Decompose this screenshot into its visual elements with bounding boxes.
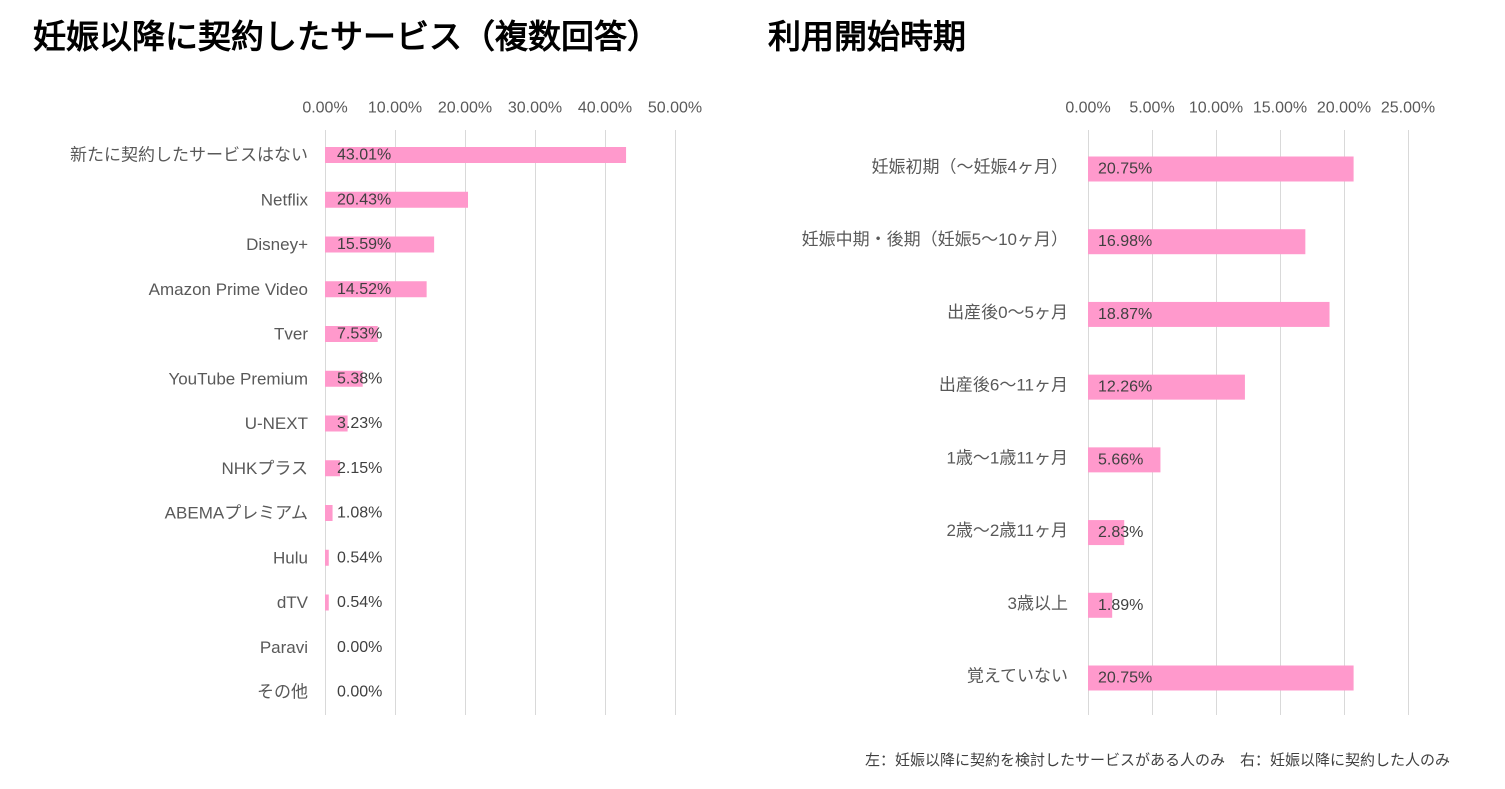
services-gridlines: 0.00% 10.00% 20.00% 30.00% 40.00% 50.00% [302,100,702,715]
services-data-label: 0.54% [337,549,382,566]
services-category-label: NHKプラス [221,459,308,478]
timing-data-label: 5.66% [1098,451,1143,468]
timing-x-tick-label: 15.00% [1253,100,1307,117]
timing-data-label: 16.98% [1098,233,1152,250]
services-category-label: U-NEXT [245,414,308,433]
timing-data-label: 1.89% [1098,597,1143,614]
services-bar [325,236,435,253]
services-category-label: Netflix [261,190,309,209]
services-category-label: Amazon Prime Video [149,280,308,299]
services-data-label: 43.01% [337,147,391,164]
timing-chart: 0.00% 5.00% 10.00% 15.00% 20.00% 25.00% 妊娠初期（～… [802,100,1435,715]
services-bar [325,460,341,477]
services-labels: 新たに契約したサービスはない 43.01% Netflix 20.43% Disney+… [70,146,391,702]
timing-data-label: 20.75% [1098,161,1152,178]
services-bar [325,326,378,342]
services-chart-title: 妊娠以降に契約したサービス（複数回答） [33,18,660,55]
services-data-label: 5.38% [337,370,382,387]
services-category-label: ABEMAプレミアム [165,504,308,523]
services-data-label: 7.53% [337,326,382,343]
timing-x-tick-label: 10.00% [1189,100,1243,117]
services-category-label: dTV [277,593,309,612]
timing-x-tick-label: 25.00% [1381,100,1435,117]
services-bar [325,415,348,432]
services-category-label: その他 [257,683,308,702]
timing-category-label: 出産後0～5ヶ月 [947,303,1068,322]
timing-category-label: 2歳～2歳11ヶ月 [946,521,1068,540]
services-data-label: 0.54% [337,594,382,611]
services-bar [325,594,329,611]
timing-category-label: 妊娠初期（～妊娠4ヶ月） [872,158,1068,177]
timing-data-label: 2.83% [1098,524,1143,541]
timing-category-label: 覚えていない [967,667,1068,686]
services-category-label: Paravi [260,638,308,657]
services-data-label: 2.15% [337,460,382,477]
timing-data-label: 12.26% [1098,379,1152,396]
services-data-label: 0.00% [337,684,382,701]
services-data-label: 3.23% [337,415,382,432]
services-chart: 0.00% 10.00% 20.00% 30.00% 40.00% 50.00% 新たに契約… [70,100,702,715]
services-data-label: 15.59% [337,236,391,253]
services-bar [325,281,427,298]
footnote: 左：妊娠以降に契約を検討したサービスがある人のみ 右：妊娠以降に契約した人のみ [864,752,1450,769]
timing-gridlines: 0.00% 5.00% 10.00% 15.00% 20.00% 25.00% [1065,100,1435,715]
services-bar [325,147,627,163]
services-x-tick-label: 10.00% [368,100,422,117]
timing-data-label: 20.75% [1098,670,1152,687]
timing-x-tick-label: 0.00% [1065,100,1110,117]
services-x-tick-label: 50.00% [648,100,702,117]
timing-bar [1088,520,1125,546]
timing-data-label: 18.87% [1098,306,1152,323]
timing-category-label: 妊娠中期・後期（妊娠5～10ヶ月） [802,230,1068,249]
services-category-label: 新たに契約したサービスはない [70,146,308,165]
timing-bar [1088,301,1330,327]
services-data-label: 20.43% [337,191,391,208]
services-bars [325,147,627,611]
services-data-label: 0.00% [337,639,382,656]
services-x-tick-label: 0.00% [302,100,347,117]
timing-x-tick-label: 20.00% [1317,100,1371,117]
services-x-tick-label: 30.00% [508,100,562,117]
services-bar [325,549,329,566]
timing-bars [1088,156,1354,691]
timing-bar [1088,229,1306,255]
timing-category-label: 1歳～1歳11ヶ月 [946,448,1068,467]
services-data-label: 1.08% [337,505,382,522]
timing-bar [1088,665,1354,691]
services-category-label: Hulu [273,548,308,567]
timing-bar [1088,592,1113,618]
timing-x-tick-label: 5.00% [1129,100,1174,117]
services-bar [325,505,333,521]
services-category-label: Disney+ [246,235,308,254]
services-bar [325,370,363,387]
services-category-label: Tver [274,325,308,344]
services-category-label: YouTube Premium [168,369,308,388]
timing-chart-title: 利用開始時期 [768,18,966,55]
services-x-tick-label: 20.00% [438,100,492,117]
timing-labels: 妊娠初期（～妊娠4ヶ月） 20.75% 妊娠中期・後期（妊娠5～10ヶ月） 16.98… [802,158,1153,687]
services-bar [325,191,469,208]
timing-category-label: 3歳以上 [1008,594,1068,613]
timing-bar [1088,447,1161,473]
timing-bar [1088,156,1354,182]
services-x-tick-label: 40.00% [578,100,632,117]
services-data-label: 14.52% [337,281,391,298]
timing-bar [1088,374,1245,400]
timing-category-label: 出産後6～11ヶ月 [939,376,1068,395]
